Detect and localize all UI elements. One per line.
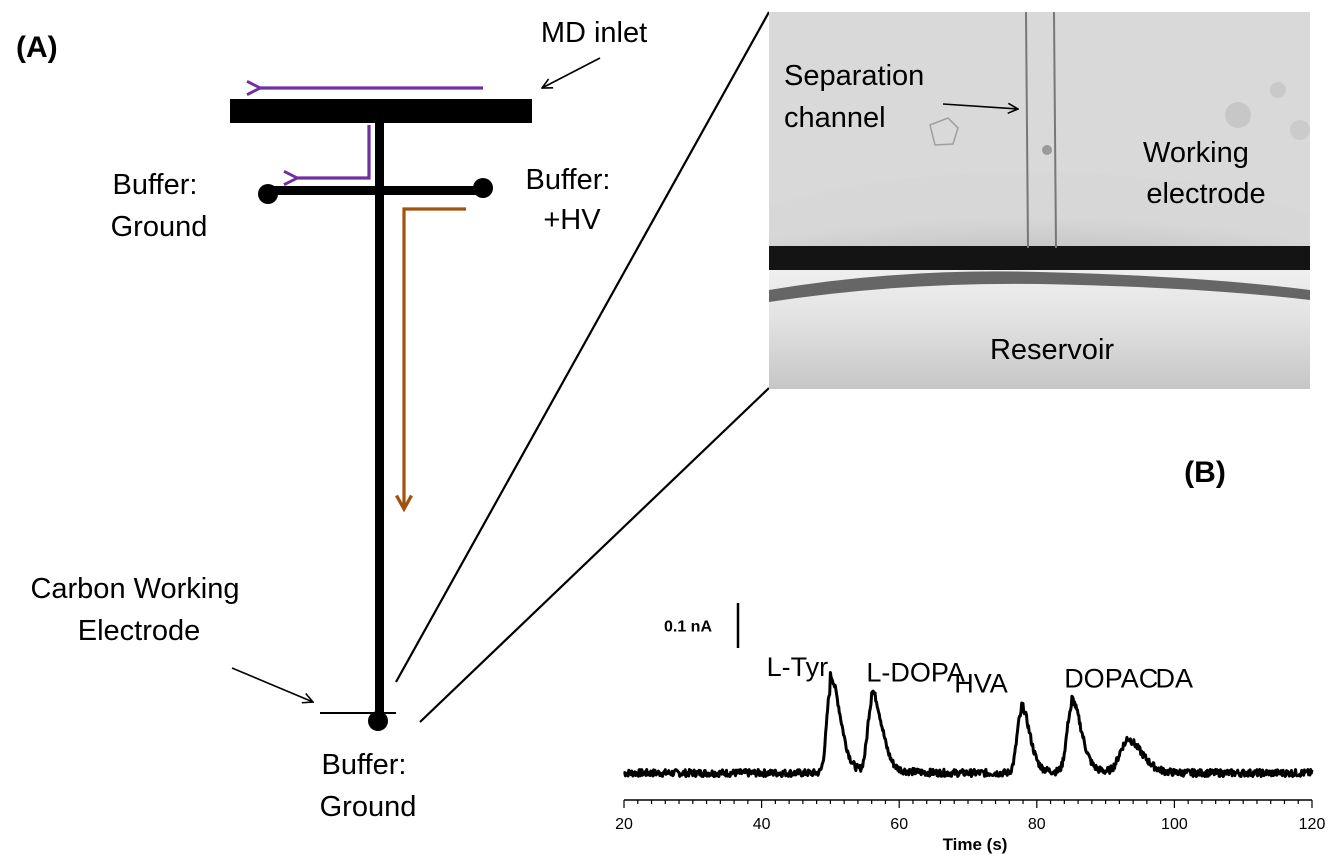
reservoir-edge <box>769 271 1310 302</box>
carbon-electrode-label: Carbon Working Electrode <box>30 573 247 647</box>
buffer-ground-reservoir-dot <box>258 184 278 204</box>
separation-channel-pointer-arrow <box>942 104 1018 109</box>
panel-b-label: (B) <box>1184 456 1226 489</box>
reservoir-label: Reservoir <box>990 334 1114 366</box>
x-axis-label: Time (s) <box>943 835 1008 854</box>
particle <box>1290 120 1310 140</box>
working-electrode-label: Working electrode <box>1143 137 1266 210</box>
peak-label: DA <box>1155 663 1193 693</box>
panel-a-label: (A) <box>16 31 58 64</box>
zoom-line-lower <box>419 387 770 723</box>
panel-a: (A) MD inlet Buffer: Ground Buffer: +HV … <box>16 11 770 823</box>
zoom-line-upper <box>395 11 770 683</box>
micrograph: Separation channel Working electrode Res… <box>769 12 1310 389</box>
buffer-hv-reservoir-dot <box>473 178 493 198</box>
separation-flow-arrow <box>404 207 466 509</box>
md-inlet-label: MD inlet <box>541 17 647 49</box>
peak-label: L-Tyr <box>767 652 829 682</box>
chromatogram-trace <box>623 671 1314 779</box>
buffer-ground-bottom-label: Buffer: Ground <box>320 749 417 823</box>
scale-bar-label: 0.1 nA <box>664 619 712 636</box>
particle <box>1225 102 1251 128</box>
md-inlet-pointer-arrow <box>542 57 601 88</box>
x-tick-label: 80 <box>1028 816 1046 833</box>
buffer-hv-label: Buffer: +HV <box>526 164 619 236</box>
channel-wall-left <box>1025 12 1029 249</box>
peak-label: L-DOPA <box>866 657 965 687</box>
peak-label: HVA <box>954 669 1008 699</box>
working-electrode-band <box>769 246 1310 270</box>
buffer-ground-bottom-dot <box>368 711 388 731</box>
channel-wall-right <box>1053 12 1057 249</box>
carbon-electrode-pointer-arrow <box>231 667 313 702</box>
x-ticks: 20 40 60 80 100 120 <box>615 800 1325 833</box>
x-tick-label: 40 <box>753 816 771 833</box>
separation-channel-line <box>375 118 384 720</box>
injection-flow-arrow <box>296 125 371 178</box>
x-tick-label: 60 <box>890 816 908 833</box>
peak-label: DOPAC <box>1064 664 1158 694</box>
particle <box>1042 145 1052 155</box>
x-tick-label: 20 <box>615 816 633 833</box>
x-tick-label: 100 <box>1161 816 1188 833</box>
separation-channel-label: Separation channel <box>784 60 932 134</box>
debris-outline <box>929 117 959 146</box>
buffer-cross-channel <box>267 186 483 195</box>
particle <box>1270 82 1286 98</box>
x-tick-label: 120 <box>1299 816 1326 833</box>
buffer-ground-left-label: Buffer: Ground <box>111 169 208 243</box>
